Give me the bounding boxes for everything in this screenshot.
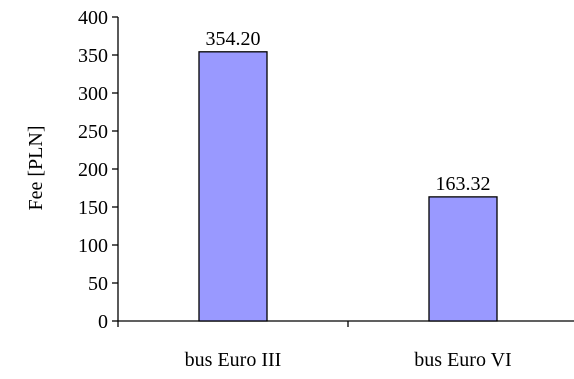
data-label-2: 163.32 — [436, 173, 491, 195]
y-tick-label: 400 — [78, 7, 108, 29]
bar-1 — [198, 51, 268, 322]
x-axis: bus Euro III bus Euro VI — [117, 320, 574, 371]
y-tick-label: 50 — [88, 273, 108, 295]
x-tick-label: bus Euro III — [185, 349, 282, 371]
y-tick-label: 350 — [78, 45, 108, 67]
y-axis: 0 50 100 150 200 250 300 350 400 — [78, 7, 119, 333]
data-label-1: 354.20 — [206, 28, 261, 50]
y-tick-label: 0 — [98, 311, 108, 333]
bar-2 — [428, 196, 498, 322]
bars — [198, 51, 498, 322]
y-axis-label: Fee [PLN] — [25, 126, 47, 211]
y-tick-label: 300 — [78, 83, 108, 105]
x-tick-label: bus Euro VI — [414, 349, 511, 371]
y-tick-label: 200 — [78, 159, 108, 181]
y-tick-label: 250 — [78, 121, 108, 143]
y-tick-label: 150 — [78, 197, 108, 219]
y-tick-label: 100 — [78, 235, 108, 257]
data-labels: 354.20 163.32 — [206, 28, 491, 195]
